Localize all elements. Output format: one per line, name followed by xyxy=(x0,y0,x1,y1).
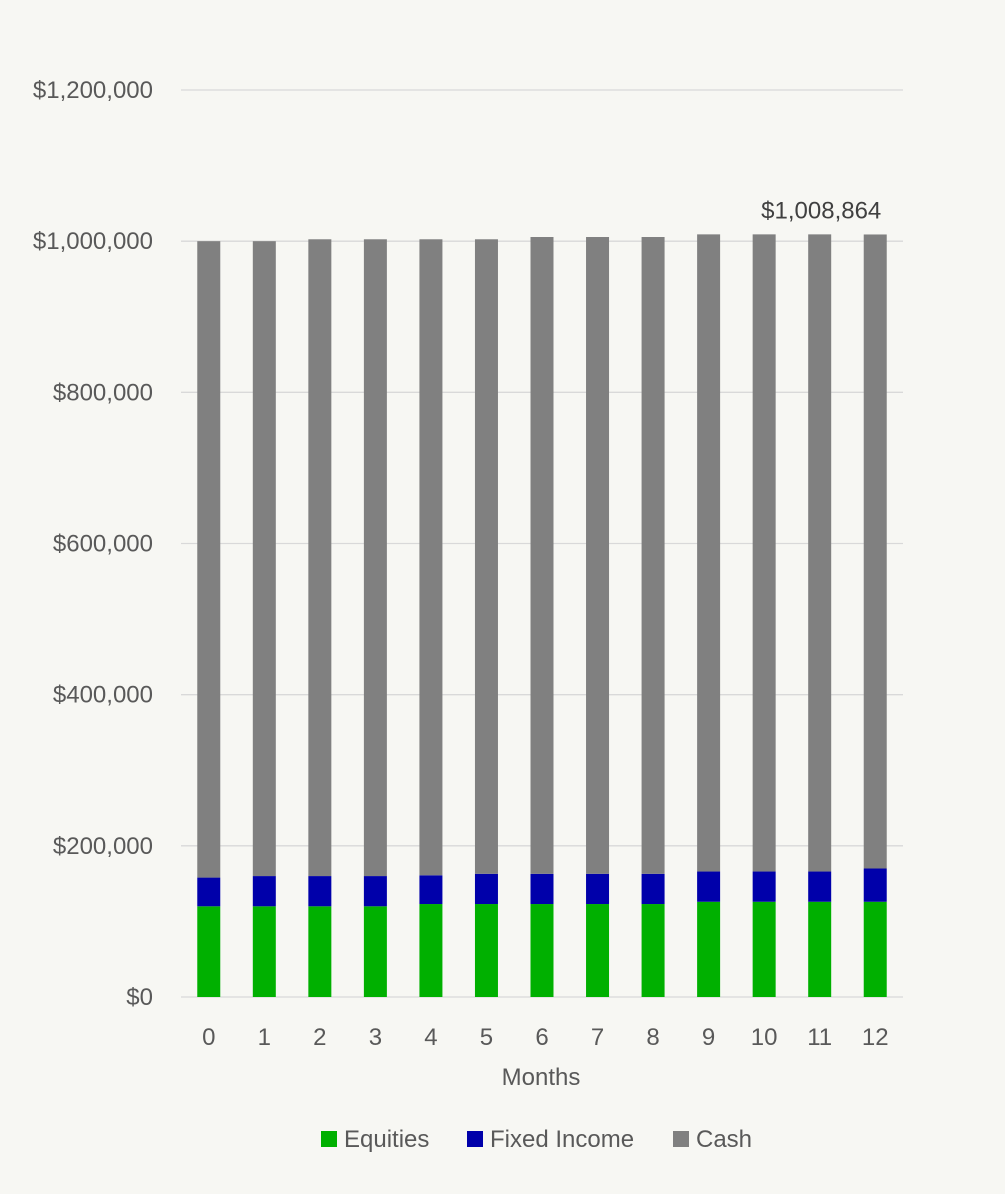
legend: Equities Fixed Income Cash xyxy=(321,1126,752,1153)
x-tick-label: 7 xyxy=(591,1024,604,1051)
bar-segment-equities xyxy=(863,901,887,997)
x-tick-label: 6 xyxy=(535,1024,548,1051)
bar-segment-equities xyxy=(419,904,443,997)
bar-segment-cash xyxy=(586,237,610,874)
bar-segment-equities xyxy=(752,901,776,997)
bar-segment-cash xyxy=(808,234,832,872)
bar-segment-cash xyxy=(641,237,665,874)
y-tick-label: $0 xyxy=(126,984,153,1011)
x-tick-label: 5 xyxy=(480,1024,493,1051)
y-tick-label: $200,000 xyxy=(53,833,153,860)
x-axis-tick-labels: 0 1 2 3 4 5 6 7 8 9 10 11 12 xyxy=(202,1024,888,1051)
data-label: $1,008,864 xyxy=(761,197,881,224)
bar-segment-equities xyxy=(474,904,498,997)
bar-segment-equities xyxy=(697,901,721,997)
bar-segment-cash xyxy=(197,241,221,878)
bar-segment-cash xyxy=(419,239,443,876)
bars xyxy=(197,234,887,997)
legend-label: Fixed Income xyxy=(490,1126,634,1153)
x-axis-title: Months xyxy=(502,1064,581,1091)
x-tick-label: 0 xyxy=(202,1024,215,1051)
bar-segment-fixed-income xyxy=(474,873,498,905)
bar-segment-cash xyxy=(697,234,721,872)
legend-swatch xyxy=(321,1131,337,1147)
bar-segment-cash xyxy=(530,237,554,874)
legend-label: Cash xyxy=(696,1126,752,1153)
x-tick-label: 9 xyxy=(702,1024,715,1051)
bar-segment-cash xyxy=(363,239,387,877)
bar-segment-fixed-income xyxy=(252,876,276,907)
bar-segment-fixed-income xyxy=(530,873,554,905)
bar-segment-cash xyxy=(252,241,276,877)
y-tick-label: $600,000 xyxy=(53,531,153,558)
bar-segment-fixed-income xyxy=(641,873,665,905)
bar-segment-fixed-income xyxy=(308,876,332,907)
bar-segment-equities xyxy=(308,906,332,997)
x-tick-label: 10 xyxy=(751,1024,778,1051)
bar-segment-cash xyxy=(308,239,332,877)
bar-segment-equities xyxy=(197,906,221,997)
bar-segment-fixed-income xyxy=(419,875,443,905)
bar-segment-equities xyxy=(530,904,554,997)
bar-segment-equities xyxy=(252,906,276,997)
x-tick-label: 4 xyxy=(424,1024,437,1051)
y-tick-label: $800,000 xyxy=(53,379,153,406)
bar-segment-fixed-income xyxy=(863,868,887,902)
bar-segment-equities xyxy=(586,904,610,997)
legend-swatch xyxy=(673,1131,689,1147)
legend-label: Equities xyxy=(344,1126,429,1153)
bar-segment-equities xyxy=(363,906,387,997)
x-tick-label: 11 xyxy=(807,1024,832,1051)
x-tick-label: 3 xyxy=(369,1024,382,1051)
x-tick-label: 2 xyxy=(313,1024,326,1051)
bar-segment-cash xyxy=(863,234,887,869)
x-tick-label: 1 xyxy=(258,1024,271,1051)
y-tick-label: $1,000,000 xyxy=(33,228,153,255)
bar-segment-fixed-income xyxy=(197,877,221,907)
y-tick-label: $1,200,000 xyxy=(33,77,153,104)
y-axis-tick-labels: $0 $200,000 $400,000 $600,000 $800,000 $1,000… xyxy=(33,77,153,1011)
bar-segment-fixed-income xyxy=(808,871,832,902)
bar-segment-fixed-income xyxy=(363,876,387,907)
x-tick-label: 12 xyxy=(862,1024,889,1051)
bar-segment-cash xyxy=(474,239,498,874)
bar-segment-cash xyxy=(752,234,776,872)
data-labels: $1,008,864 xyxy=(761,197,881,224)
bar-segment-fixed-income xyxy=(752,871,776,902)
bar-segment-equities xyxy=(808,901,832,997)
y-tick-label: $400,000 xyxy=(53,682,153,709)
bar-segment-fixed-income xyxy=(586,873,610,905)
legend-swatch xyxy=(467,1131,483,1147)
x-tick-label: 8 xyxy=(646,1024,659,1051)
bar-segment-fixed-income xyxy=(697,871,721,902)
bar-segment-equities xyxy=(641,904,665,997)
